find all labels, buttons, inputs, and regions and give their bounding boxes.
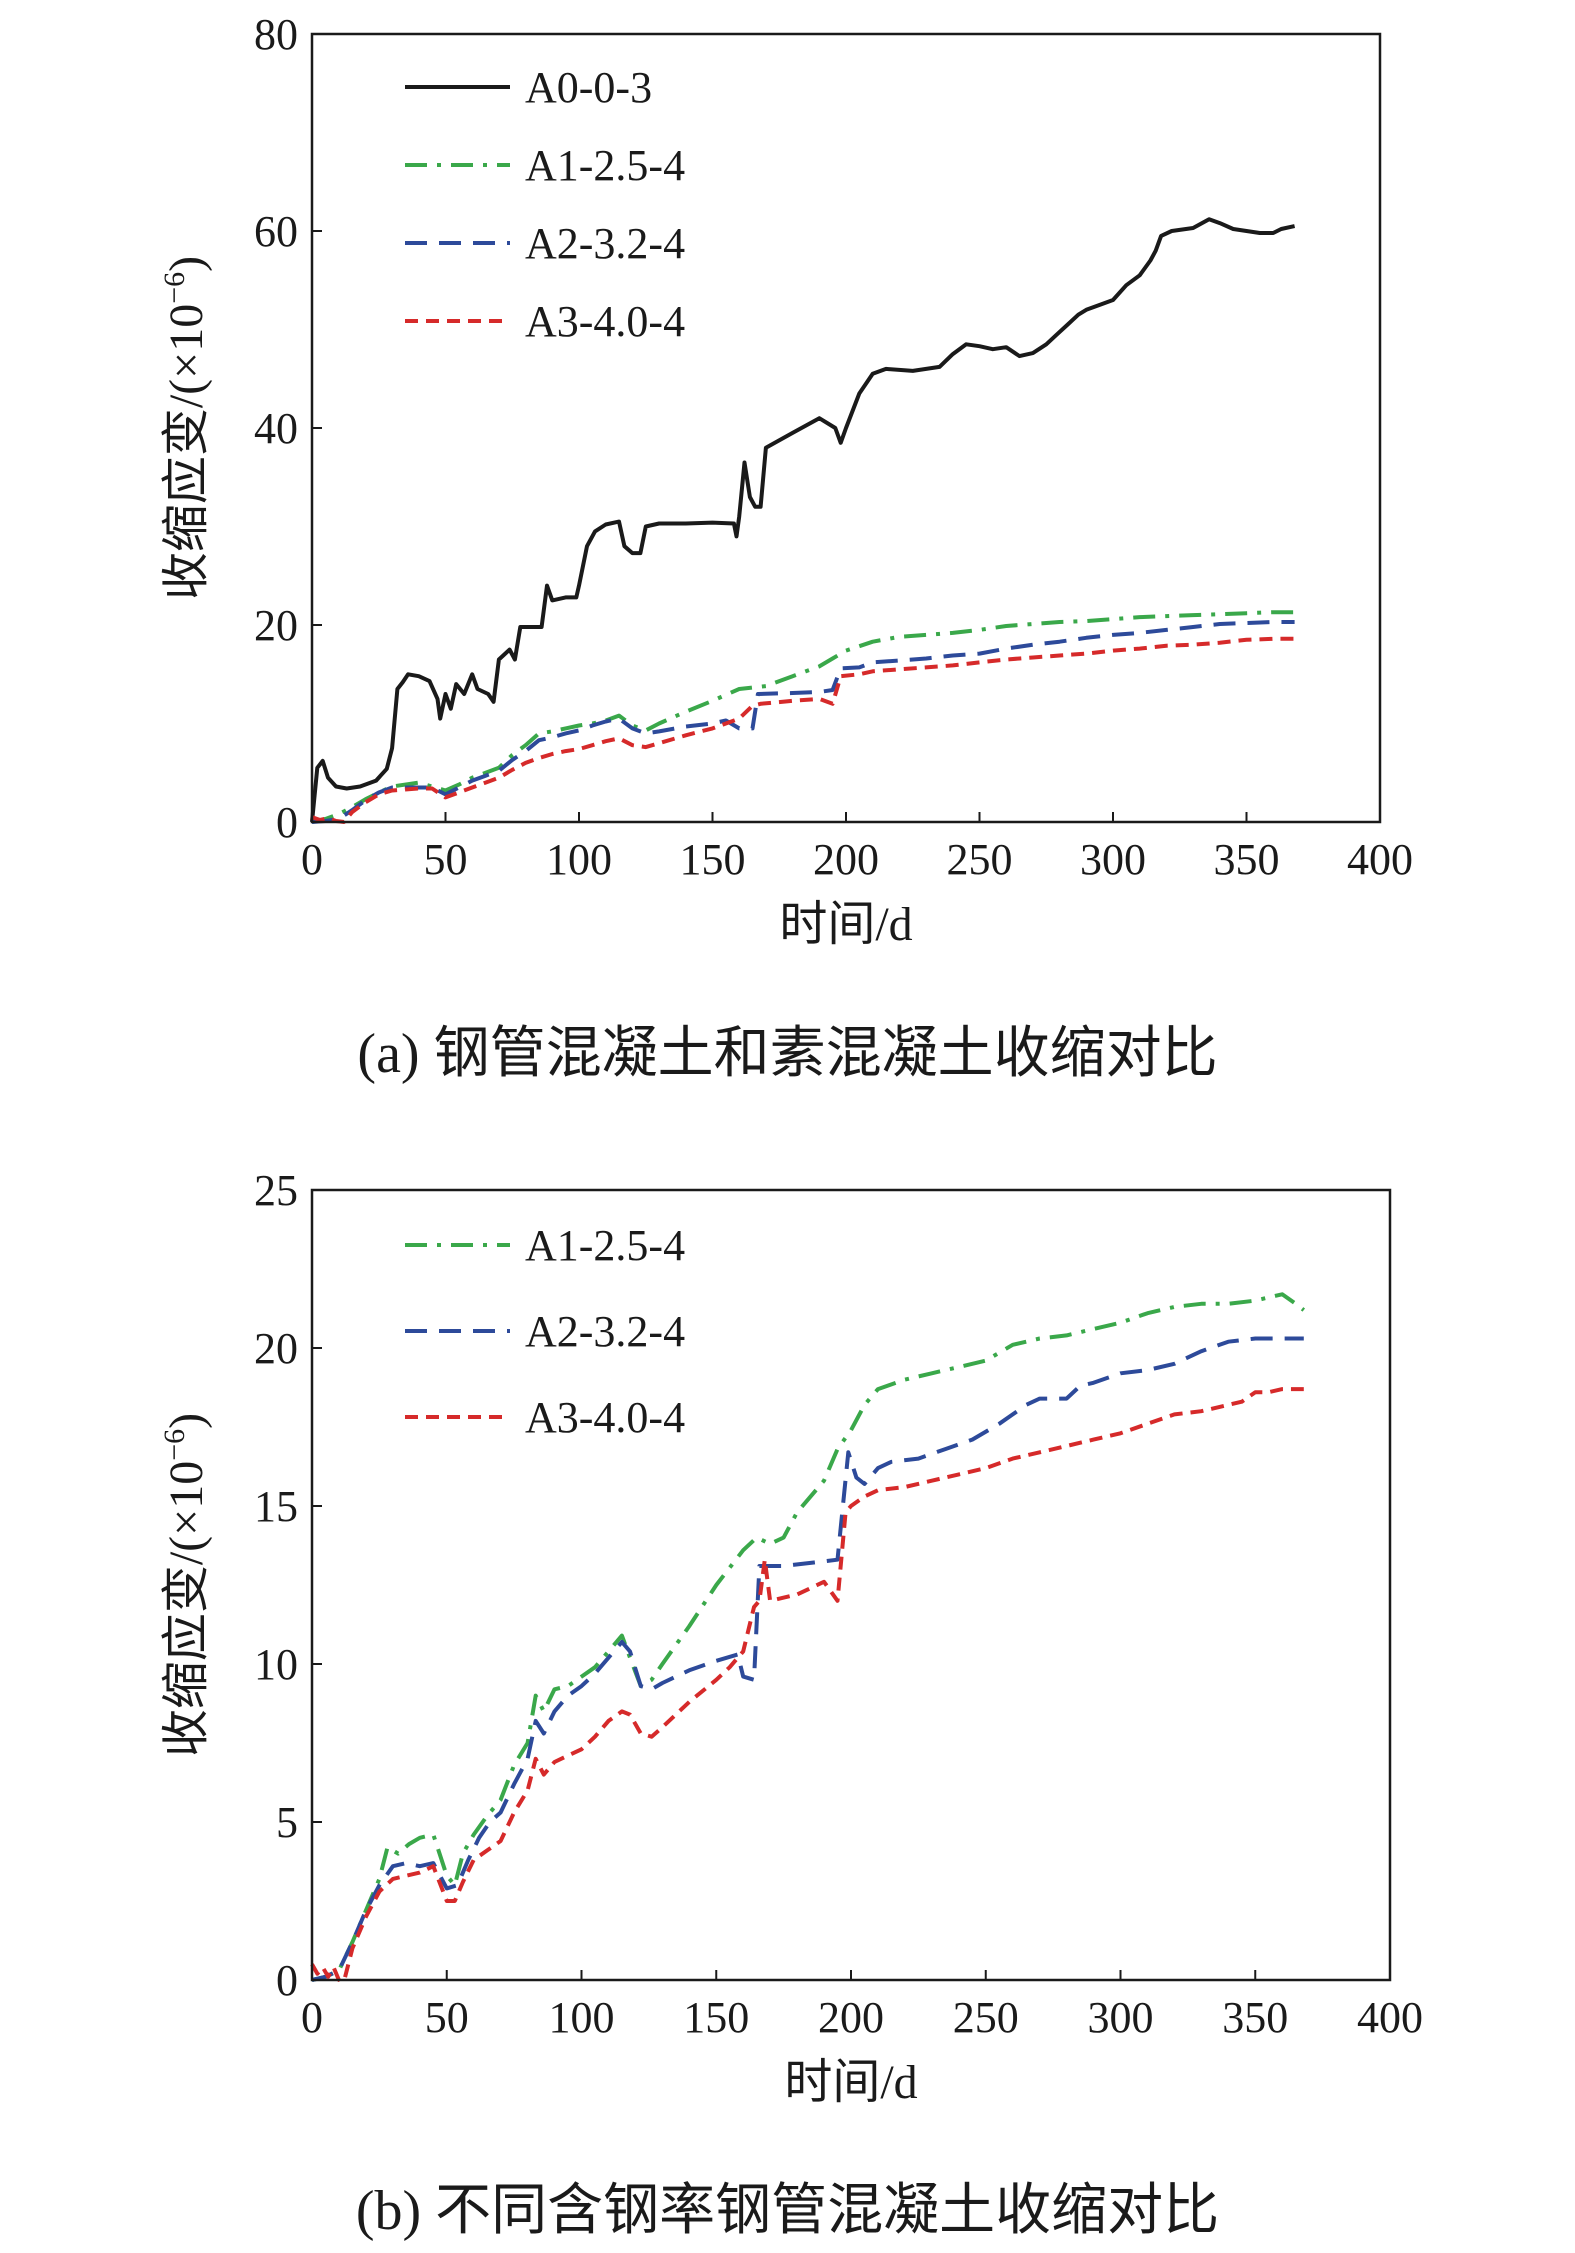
chart-a-y-tick-label: 0 — [276, 798, 298, 847]
chart-a-legend-label: A3-4.0-4 — [525, 297, 685, 346]
chart-a-series-line-A3-4.0-4 — [311, 636, 1295, 824]
chart-a-svg: 0 50 100 150 200 250 300 350 400 0 20 40 60 80 A0-0-3 A… — [158, 10, 1413, 951]
chart-a-x-tick-label: 150 — [680, 835, 746, 884]
chart-panel-b: 0 50 100 150 200 250 300 350 400 0 5 10 15 20 25 A1-2.5… — [0, 1120, 1575, 2253]
chart-b-series-line-A1-2.5-4 — [311, 1292, 1306, 1982]
chart-a-x-tick-label: 250 — [947, 835, 1013, 884]
chart-b-series-line-A3-4.0-4 — [310, 1387, 1304, 1982]
chart-a-y-axis-label: 收缩应变/(×10−6) — [158, 256, 213, 600]
chart-b-x-tick-label: 50 — [425, 1993, 469, 2042]
chart-b-y-tick-label: 25 — [254, 1166, 298, 1215]
chart-b-x-tick-label: 250 — [953, 1993, 1019, 2042]
chart-a-x-tick-label: 50 — [424, 835, 468, 884]
chart-a-y-tick-label: 40 — [254, 404, 298, 453]
chart-a-x-tick-label: 400 — [1347, 835, 1413, 884]
chart-a-x-axis-label: 时间/d — [779, 898, 912, 951]
chart-b-legend-label: A2-3.2-4 — [525, 1307, 685, 1356]
chart-a-y-tick-label: 80 — [254, 10, 298, 59]
chart-a-y-tick-label: 60 — [254, 207, 298, 256]
chart-b-x-tick-label: 350 — [1222, 1993, 1288, 2042]
chart-a-series-line-A0-0-3 — [310, 217, 1296, 823]
chart-b-x-tick-label: 100 — [549, 1993, 615, 2042]
chart-b-y-axis-label: 收缩应变/(×10−6) — [158, 1413, 213, 1757]
chart-b-x-tick-label: 200 — [818, 1993, 884, 2042]
chart-a-series-line-A1-2.5-4 — [311, 610, 1295, 824]
chart-a-x-tick-label: 200 — [813, 835, 879, 884]
chart-a-legend-label: A1-2.5-4 — [525, 141, 685, 190]
chart-a-x-tick-label: 0 — [301, 835, 323, 884]
chart-a-legend-label: A2-3.2-4 — [525, 219, 685, 268]
chart-b-caption: (b) 不同含钢率钢管混凝土收缩对比 — [355, 2180, 1220, 2242]
chart-b-y-tick-label: 10 — [254, 1640, 298, 1689]
chart-b-x-tick-label: 400 — [1357, 1993, 1423, 2042]
chart-b-y-tick-label: 15 — [254, 1482, 298, 1531]
chart-b-x-tick-label: 300 — [1088, 1993, 1154, 2042]
chart-b-x-axis-label: 时间/d — [784, 2056, 917, 2109]
chart-b-plot-frame — [310, 1188, 1392, 1982]
chart-a-x-tick-label: 100 — [546, 835, 612, 884]
chart-a-x-tick-label: 300 — [1080, 835, 1146, 884]
chart-a-legend-label: A0-0-3 — [525, 63, 652, 112]
chart-b-y-tick-label: 5 — [276, 1798, 298, 1847]
chart-a-series-line-A2-3.2-4 — [311, 620, 1295, 824]
chart-b-x-tick-label: 150 — [683, 1993, 749, 2042]
chart-b-series-line-A2-3.2-4 — [311, 1336, 1304, 1982]
chart-panel-a: 0 50 100 150 200 250 300 350 400 0 20 40 60 80 A0-0-3 A… — [0, 0, 1575, 1100]
chart-a-x-tick-label: 350 — [1214, 835, 1280, 884]
chart-a-plot-frame — [310, 32, 1382, 824]
chart-b-y-tick-label: 20 — [254, 1324, 298, 1373]
chart-a-caption: (a) 钢管混凝土和素混凝土收缩对比 — [357, 1023, 1218, 1085]
chart-a-y-tick-label: 20 — [254, 601, 298, 650]
chart-b-svg: 0 50 100 150 200 250 300 350 400 0 5 10 15 20 25 A1-2.5… — [158, 1166, 1423, 2109]
chart-b-y-tick-label: 0 — [276, 1956, 298, 2005]
chart-b-x-tick-label: 0 — [301, 1993, 323, 2042]
chart-b-legend-label: A1-2.5-4 — [525, 1221, 685, 1270]
chart-b-legend-label: A3-4.0-4 — [525, 1393, 685, 1442]
